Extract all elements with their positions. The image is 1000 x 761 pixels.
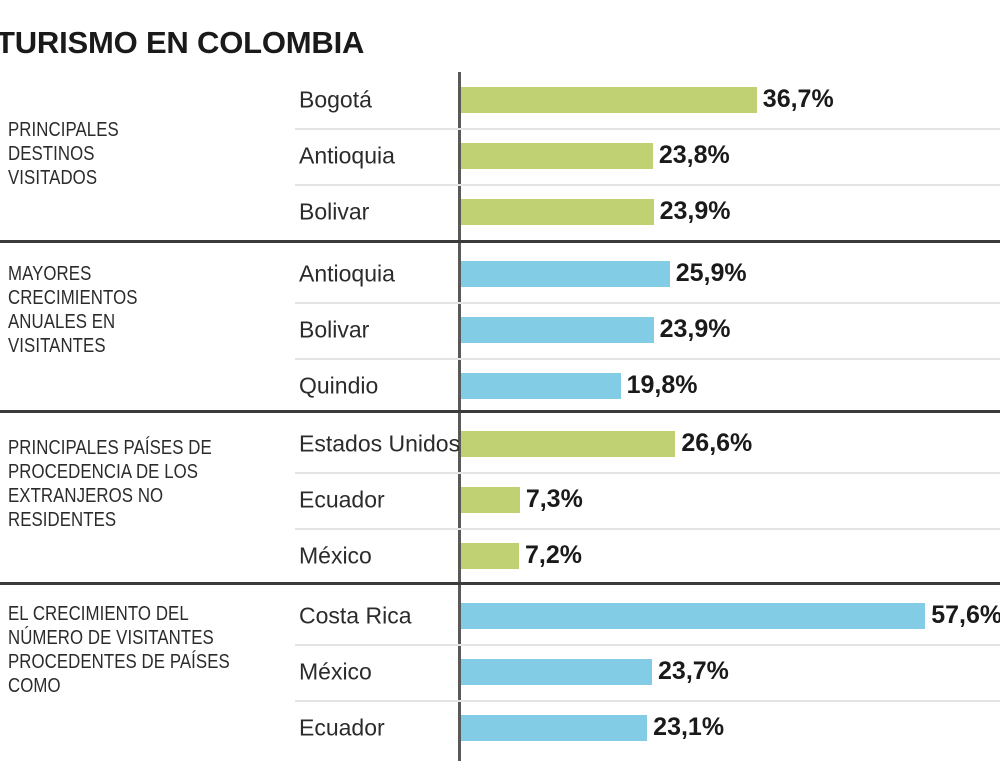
bar-value-label: 23,9% <box>659 314 731 343</box>
chart-row: Bolivar 23,9% <box>0 184 1000 240</box>
row-separator <box>295 472 1000 474</box>
chart-row: Bogotá 36,7% <box>0 72 1000 128</box>
section-caption: PRINCIPALES DESTINOS VISITADOS <box>8 119 119 189</box>
row-category-label: Bogotá <box>299 86 372 113</box>
row-category-label: Costa Rica <box>299 602 412 629</box>
chart-row: Ecuador 23,1% <box>0 700 1000 756</box>
bar-value-label: 26,6% <box>681 428 753 457</box>
chart-row: Bolivar 23,9% <box>0 302 1000 358</box>
chart-row: México 7,2% <box>0 528 1000 584</box>
row-category-label: Bolivar <box>299 316 370 343</box>
chart-row: Costa Rica 57,6% <box>0 588 1000 644</box>
row-category-label: Antioquia <box>299 260 395 287</box>
value-bar <box>461 261 670 287</box>
bar-value-label: 7,2% <box>525 540 583 569</box>
value-bar <box>461 317 654 343</box>
value-bar <box>461 659 653 685</box>
bar-value-label: 23,9% <box>659 196 731 225</box>
bar-value-label: 36,7% <box>762 84 834 113</box>
bar-value-label: 19,8% <box>626 370 698 399</box>
bar-value-label: 25,9% <box>675 258 747 287</box>
section-caption: PRINCIPALES PAÍSES DE PROCEDENCIA DE LOS… <box>8 437 212 531</box>
value-bar <box>461 143 653 169</box>
row-separator <box>295 700 1000 702</box>
value-bar <box>461 87 757 113</box>
row-separator <box>295 644 1000 646</box>
chart-row: Ecuador 7,3% <box>0 472 1000 528</box>
bar-value-label: 23,1% <box>653 712 725 741</box>
bar-value-label: 23,7% <box>658 656 729 685</box>
section-divider <box>0 582 1000 585</box>
section-caption: MAYORES CRECIMIENTOS ANUALES EN VISITANT… <box>8 263 138 357</box>
row-category-label: Antioquia <box>299 142 395 169</box>
value-bar <box>461 715 648 741</box>
section-divider <box>0 410 1000 413</box>
bar-value-label: 23,8% <box>658 140 730 169</box>
value-bar <box>461 373 621 399</box>
bar-value-label: 57,6% <box>931 600 1000 629</box>
section-caption: EL CRECIMIENTO DEL NÚMERO DE VISITANTES … <box>8 603 230 697</box>
section-divider <box>0 240 1000 243</box>
row-category-label: Ecuador <box>299 486 385 513</box>
value-bar <box>461 431 676 457</box>
value-bar <box>461 199 654 225</box>
row-category-label: Bolivar <box>299 198 370 225</box>
row-category-label: México <box>299 542 372 569</box>
chart-row: Estados Unidos 26,6% <box>0 416 1000 472</box>
chart-row: Antioquia 25,9% <box>0 246 1000 302</box>
row-separator <box>295 184 1000 186</box>
row-category-label: Quindio <box>299 372 379 399</box>
row-separator <box>295 128 1000 130</box>
row-separator <box>295 358 1000 360</box>
row-category-label: Ecuador <box>299 714 385 741</box>
value-bar <box>461 487 520 513</box>
value-bar <box>461 603 926 629</box>
chart-row: Quindio 19,8% <box>0 358 1000 414</box>
page-title: TURISMO EN COLOMBIA <box>0 24 365 60</box>
row-category-label: Estados Unidos <box>299 430 461 457</box>
bar-value-label: 7,3% <box>525 484 583 513</box>
chart-row: Antioquia 23,8% <box>0 128 1000 184</box>
row-separator <box>295 528 1000 530</box>
row-category-label: México <box>299 658 372 685</box>
vertical-axis-line <box>458 72 461 761</box>
chart-row: México 23,7% <box>0 644 1000 700</box>
row-separator <box>295 302 1000 304</box>
value-bar <box>461 543 520 569</box>
